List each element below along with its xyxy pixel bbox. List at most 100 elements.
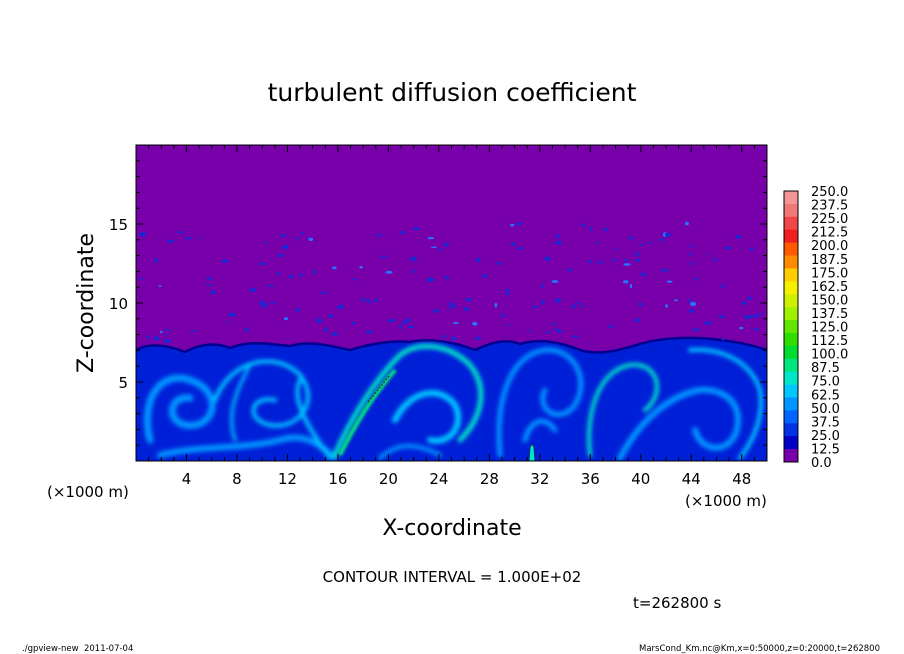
blob xyxy=(323,327,328,333)
blob xyxy=(412,227,421,231)
blob xyxy=(475,257,481,262)
blob xyxy=(244,327,249,333)
plume xyxy=(529,444,535,461)
colorbar: 250.0237.5225.0212.5200.0187.5175.0162.5… xyxy=(783,185,848,471)
colorbar-level-label: 187.5 xyxy=(811,253,848,268)
colorbar-level-label: 75.0 xyxy=(811,375,840,390)
blob xyxy=(623,259,628,262)
colorbar-swatch xyxy=(784,345,798,360)
blob xyxy=(283,317,289,321)
blob xyxy=(510,223,515,227)
colorbar-swatch xyxy=(784,307,798,321)
blob xyxy=(664,232,671,238)
blob xyxy=(228,312,236,317)
colorbar-swatch xyxy=(784,281,798,295)
colorbar-level-label: 50.0 xyxy=(811,402,840,417)
blob xyxy=(596,261,604,264)
blob xyxy=(258,262,266,266)
blob xyxy=(516,221,522,226)
blob xyxy=(747,296,753,300)
colorbar-level-label: 125.0 xyxy=(811,321,848,336)
blob xyxy=(628,236,634,240)
blob xyxy=(328,314,334,318)
blob xyxy=(589,226,593,231)
blob xyxy=(398,325,402,330)
colorbar-level-label: 0.0 xyxy=(811,456,832,471)
blob xyxy=(430,246,437,249)
blob xyxy=(758,312,763,315)
blob xyxy=(566,268,573,272)
blob xyxy=(264,241,268,245)
blob xyxy=(749,247,754,251)
blob xyxy=(277,253,284,258)
blob xyxy=(405,318,411,323)
colorbar-swatch xyxy=(784,216,798,231)
blob xyxy=(576,302,581,305)
blob xyxy=(551,280,559,283)
blob xyxy=(443,242,450,247)
colorbar-swatch xyxy=(784,384,798,398)
blob xyxy=(689,309,695,313)
blob xyxy=(550,323,557,326)
turbulent-layer-edge xyxy=(136,336,767,354)
blob xyxy=(385,270,393,274)
blob xyxy=(747,315,754,318)
blob xyxy=(501,313,505,318)
blob xyxy=(608,324,613,328)
blob xyxy=(308,237,314,241)
blob xyxy=(639,243,642,246)
blob xyxy=(614,248,618,251)
blob xyxy=(210,290,216,295)
chart-title: turbulent diffusion coefficient xyxy=(268,78,637,107)
colorbar-swatch xyxy=(784,203,798,218)
blob xyxy=(359,265,363,269)
colorbar-swatch xyxy=(784,436,798,450)
blob xyxy=(154,258,159,263)
blob xyxy=(450,304,457,308)
blob xyxy=(472,321,478,326)
blob xyxy=(595,241,600,244)
colorbar-swatch xyxy=(784,423,798,437)
colorbar-swatch xyxy=(784,410,798,424)
blob xyxy=(690,245,694,248)
blob xyxy=(206,283,211,287)
blob xyxy=(163,338,171,344)
blob xyxy=(158,285,162,288)
blob xyxy=(555,240,563,245)
blob xyxy=(337,304,344,310)
blob xyxy=(139,232,147,237)
blob xyxy=(387,318,395,323)
blob xyxy=(739,326,744,330)
blob xyxy=(295,307,300,312)
blob xyxy=(753,314,759,318)
colorbar-swatch xyxy=(784,268,798,282)
blob xyxy=(635,258,640,262)
blob xyxy=(658,238,666,241)
blob xyxy=(707,253,710,256)
colorbar-swatch xyxy=(784,397,798,411)
blob xyxy=(517,246,524,250)
blob xyxy=(541,300,545,305)
colorbar-level-label: 175.0 xyxy=(811,266,848,281)
blob xyxy=(366,299,371,304)
blob xyxy=(648,241,652,244)
blob xyxy=(692,328,700,332)
blob xyxy=(689,253,692,256)
colorbar-level-label: 112.5 xyxy=(811,334,848,349)
colorbar-swatch xyxy=(784,255,798,269)
blob xyxy=(572,335,579,338)
blob xyxy=(178,230,184,234)
blob xyxy=(138,278,144,280)
x-tick-label: 32 xyxy=(530,470,549,488)
blob xyxy=(190,330,197,333)
x-tick-label: 16 xyxy=(328,470,347,488)
blob xyxy=(505,292,511,295)
blob xyxy=(532,305,539,308)
plume-outline xyxy=(528,443,536,461)
blob xyxy=(444,275,450,280)
colorbar-swatch xyxy=(784,242,798,256)
y-axis-label: Z-coordinate xyxy=(74,233,99,373)
blob xyxy=(351,321,356,325)
colorbar-level-label: 200.0 xyxy=(811,239,848,254)
